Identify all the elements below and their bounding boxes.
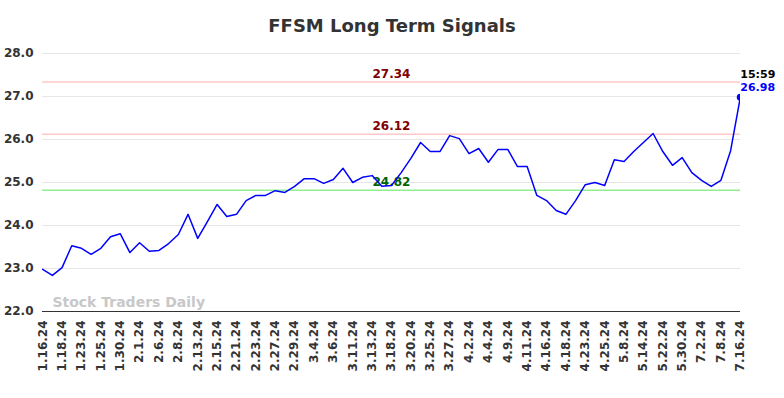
svg-text:3.25.24: 3.25.24 [423,321,437,372]
svg-text:2.15.24: 2.15.24 [210,321,224,372]
svg-text:2.13.24: 2.13.24 [191,321,205,372]
svg-text:2.27.24: 2.27.24 [268,321,282,372]
svg-text:4.25.24: 4.25.24 [597,321,611,372]
html-text:FFSM Long Term Signals: FFSM Long Term Signals [268,15,516,36]
svg-text:24.0: 24.0 [4,218,34,232]
svg-text:22.0: 22.0 [4,304,34,318]
svg-text:2.8.24: 2.8.24 [171,321,185,364]
svg-text:4.4.24: 4.4.24 [481,321,495,364]
svg-text:26.12: 26.12 [373,119,411,133]
svg-text:5.8.24: 5.8.24 [617,321,631,364]
svg-text:7.8.24: 7.8.24 [714,321,728,364]
svg-text:4.9.24: 4.9.24 [501,321,515,364]
svg-text:4.2.24: 4.2.24 [462,321,476,364]
svg-text:1.18.24: 1.18.24 [55,321,69,372]
svg-text:2.23.24: 2.23.24 [249,321,263,372]
svg-text:5.30.24: 5.30.24 [675,321,689,372]
svg-text:3.6.24: 3.6.24 [326,321,340,364]
svg-text:26.0: 26.0 [4,132,34,146]
svg-text:26.98: 26.98 [740,81,775,94]
svg-text:1.23.24: 1.23.24 [74,321,88,372]
svg-text:1.16.24: 1.16.24 [36,321,50,372]
svg-text:7.16.24: 7.16.24 [733,321,747,372]
svg-text:1.25.24: 1.25.24 [94,321,108,372]
svg-text:4.18.24: 4.18.24 [559,321,573,372]
svg-text:3.13.24: 3.13.24 [365,321,379,372]
svg-text:24.82: 24.82 [372,175,411,190]
svg-text:3.11.24: 3.11.24 [346,321,360,372]
svg-text:27.34: 27.34 [373,67,411,81]
svg-text:5.14.24: 5.14.24 [636,321,650,372]
svg-text:4.11.24: 4.11.24 [520,321,534,372]
svg-text:3.4.24: 3.4.24 [307,321,321,364]
svg-text:4.16.24: 4.16.24 [539,321,553,372]
svg-text:Stock Traders Daily: Stock Traders Daily [52,294,205,310]
svg-text:3.27.24: 3.27.24 [442,321,456,372]
svg-text:28.0: 28.0 [4,46,34,60]
svg-text:3.20.24: 3.20.24 [404,321,418,372]
svg-text:15:59: 15:59 [740,68,775,81]
svg-text:25.0: 25.0 [4,175,34,189]
svg-text:1.30.24: 1.30.24 [113,321,127,372]
svg-text:2.29.24: 2.29.24 [287,321,301,372]
svg-text:2.21.24: 2.21.24 [229,321,243,372]
svg-text:2.6.24: 2.6.24 [152,321,166,364]
svg-text:4.23.24: 4.23.24 [578,321,592,372]
svg-text:27.0: 27.0 [4,89,34,103]
svg-text:3.18.24: 3.18.24 [384,321,398,372]
svg-text:7.2.24: 7.2.24 [694,321,708,364]
svg-text:2.1.24: 2.1.24 [132,321,146,364]
svg-text:5.22.24: 5.22.24 [656,321,670,372]
svg-text:23.0: 23.0 [4,261,34,275]
